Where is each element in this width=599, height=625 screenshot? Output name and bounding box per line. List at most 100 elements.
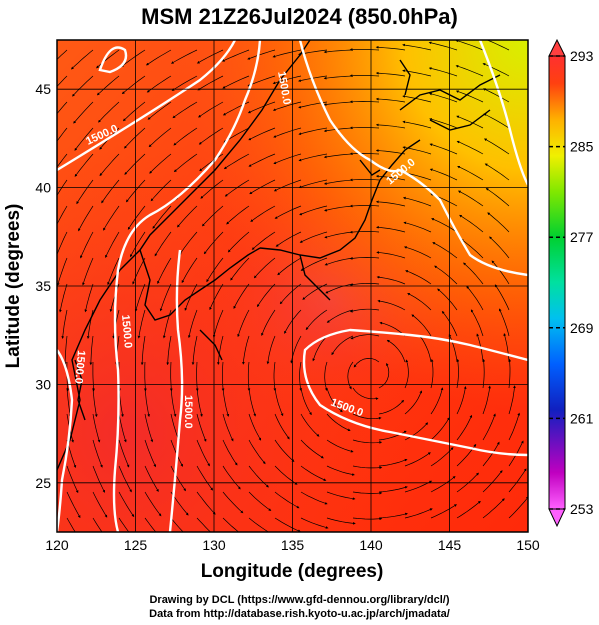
streamline	[482, 385, 491, 415]
streamline	[179, 231, 198, 256]
streamline	[72, 75, 94, 97]
streamline	[140, 335, 146, 366]
temperature-field	[57, 40, 528, 532]
streamline	[196, 439, 210, 467]
streamline	[171, 75, 198, 91]
streamline	[152, 205, 172, 229]
streamline	[349, 257, 380, 260]
streamline	[78, 205, 94, 232]
streamline	[323, 179, 354, 185]
streamline	[347, 361, 354, 390]
streamline	[430, 417, 450, 441]
y-axis-label: Latitude (degrees)	[3, 204, 24, 369]
streamline	[272, 49, 302, 58]
streamline	[92, 491, 108, 518]
streamline	[428, 92, 458, 103]
streamline	[82, 257, 94, 286]
streamline	[272, 75, 302, 85]
streamline	[323, 127, 354, 133]
streamline	[349, 48, 380, 51]
streamline	[242, 335, 250, 365]
streamline	[378, 362, 390, 389]
streamline	[407, 293, 432, 311]
streamline	[200, 179, 224, 199]
streamline	[456, 472, 479, 493]
streamline	[89, 335, 94, 366]
streamline	[430, 504, 457, 519]
streamline	[305, 309, 328, 331]
streamline	[272, 101, 302, 111]
streamline	[350, 334, 380, 340]
streamline	[456, 115, 484, 129]
streamline	[92, 413, 101, 443]
streamline	[508, 358, 512, 389]
streamline	[118, 413, 127, 443]
colorbar: 293 285 277 269 261 253	[548, 38, 594, 528]
streamline	[256, 283, 276, 308]
streamline	[101, 179, 120, 204]
plot-frame	[56, 39, 529, 533]
streamline	[176, 205, 198, 228]
streamline	[250, 205, 276, 222]
streamline	[482, 441, 500, 467]
streamline	[121, 75, 146, 95]
streamline	[430, 387, 444, 415]
streamline	[221, 361, 225, 392]
streamline	[403, 246, 432, 259]
credit-line-1: Drawing by DCL (https://www.gfd-dennou.o…	[149, 594, 450, 606]
streamline	[404, 452, 431, 467]
streamline	[199, 153, 224, 172]
streamline	[148, 127, 172, 148]
streamline	[103, 205, 120, 231]
streamline	[274, 517, 301, 532]
streamline	[349, 230, 380, 234]
streamline	[482, 470, 503, 493]
streamline	[431, 218, 458, 233]
streamline	[298, 153, 328, 162]
streamline	[144, 387, 150, 418]
streamline	[275, 231, 302, 247]
streamline	[349, 282, 380, 287]
colorbar-label: 253	[570, 501, 594, 517]
streamline	[284, 309, 302, 334]
streamline	[57, 205, 68, 225]
streamline	[375, 45, 406, 51]
streamline	[326, 309, 354, 323]
streamline	[57, 49, 68, 60]
streamline	[206, 257, 224, 283]
y-axis-ticks: 25 30 35 40 45	[35, 81, 51, 491]
streamline	[324, 361, 328, 391]
streamline	[222, 75, 250, 89]
streamline	[378, 458, 408, 467]
streamline	[248, 127, 276, 141]
streamline	[154, 231, 172, 257]
streamline	[170, 517, 184, 532]
streamline	[273, 361, 277, 392]
streamline	[74, 153, 94, 177]
streamline	[402, 146, 432, 155]
streamline	[299, 231, 328, 243]
streamline	[326, 465, 355, 476]
contour-label: 1500.0	[182, 395, 194, 429]
streamline	[248, 413, 262, 441]
streamline	[508, 412, 521, 441]
streamline	[127, 205, 146, 230]
streamline	[434, 265, 458, 285]
streamline	[430, 358, 434, 389]
streamline	[145, 49, 172, 66]
streamline	[266, 335, 276, 365]
streamline	[378, 486, 408, 493]
streamline	[299, 205, 328, 216]
streamline	[122, 101, 146, 122]
streamline	[508, 468, 527, 493]
streamline	[298, 179, 328, 189]
streamline	[170, 387, 177, 417]
streamline	[181, 257, 198, 284]
streamline	[405, 270, 432, 285]
streamline	[98, 101, 120, 123]
streamline	[195, 361, 199, 392]
streamline	[299, 361, 303, 392]
streamline	[96, 49, 120, 69]
streamline	[144, 465, 159, 493]
streamline	[137, 309, 146, 339]
